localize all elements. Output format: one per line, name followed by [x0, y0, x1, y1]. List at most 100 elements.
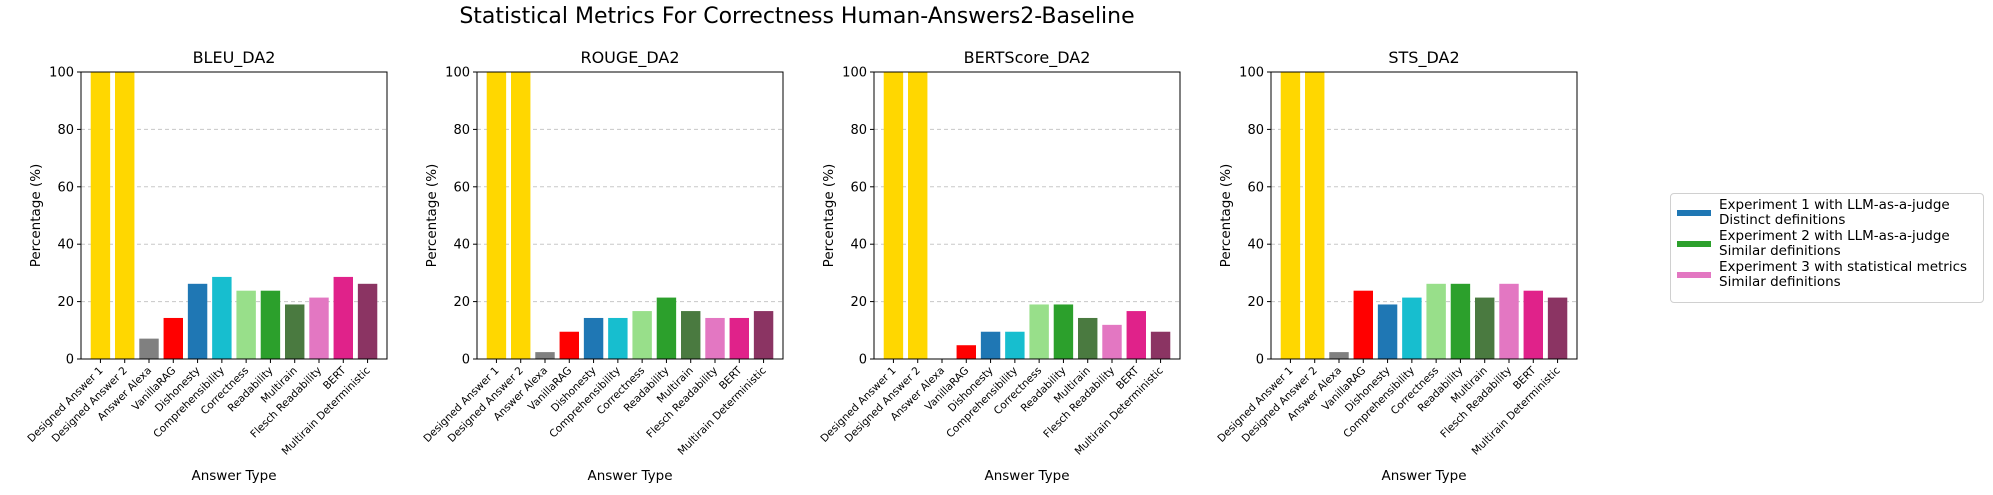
chart-title: BERTScore_DA2 [964, 48, 1091, 68]
bar [1377, 304, 1398, 359]
bar [511, 72, 531, 359]
y-tick-label: 20 [1247, 295, 1264, 310]
legend-swatch [1677, 241, 1711, 247]
bar [486, 72, 507, 359]
y-tick-label: 80 [850, 123, 867, 138]
bar [535, 352, 555, 359]
y-axis-label: Percentage (%) [1218, 164, 1234, 268]
bar [1475, 297, 1495, 359]
y-tick-label: 20 [850, 295, 867, 310]
legend-item-experiment-3: Experiment 3 with statistical metrics Si… [1677, 260, 1977, 290]
bar [163, 317, 183, 359]
axes-frame [873, 71, 1181, 360]
bar [285, 304, 305, 359]
bar [956, 345, 976, 359]
bar [1499, 283, 1519, 359]
y-tick-label: 100 [49, 66, 74, 81]
bar [1305, 72, 1325, 359]
legend-swatch [1677, 272, 1711, 278]
y-tick-label: 100 [1239, 66, 1264, 81]
bar [705, 317, 725, 359]
bar [883, 72, 904, 359]
chart-title: STS_DA2 [1388, 48, 1459, 68]
bar [1329, 352, 1349, 359]
bar [908, 72, 928, 359]
bar [90, 72, 111, 359]
y-tick-label: 80 [1247, 123, 1264, 138]
bar [260, 290, 281, 359]
bar [1547, 297, 1568, 359]
y-tick-label: 40 [453, 238, 470, 253]
x-axis-label: Answer Type [984, 468, 1069, 484]
y-tick-label: 100 [445, 66, 470, 81]
y-tick-label: 60 [57, 180, 74, 195]
legend: Experiment 1 with LLM-as-a-judge Distinc… [1670, 193, 1984, 303]
y-tick-label: 80 [453, 123, 470, 138]
bar [1029, 304, 1049, 359]
bar [139, 338, 159, 359]
bar [1426, 283, 1446, 359]
y-tick-label: 20 [453, 295, 470, 310]
y-tick-label: 40 [1247, 238, 1264, 253]
figure-title: Statistical Metrics For Correctness Huma… [459, 4, 1135, 29]
y-axis-label: Percentage (%) [28, 164, 44, 268]
bar [559, 331, 579, 359]
bar [1150, 331, 1171, 359]
bar [236, 290, 256, 359]
bar [1078, 317, 1098, 359]
y-tick-label: 0 [462, 353, 470, 368]
bar [357, 283, 378, 359]
bar [980, 331, 1001, 359]
bar [333, 276, 353, 359]
bar [115, 72, 135, 359]
axes-frame [1270, 71, 1578, 360]
bar [753, 311, 774, 359]
chart-title: ROUGE_DA2 [580, 48, 679, 68]
x-axis-label: Answer Type [191, 468, 276, 484]
bar [1450, 283, 1471, 359]
axes-frame [80, 71, 388, 360]
bar [729, 317, 749, 359]
bar [187, 283, 208, 359]
chart-title: BLEU_DA2 [193, 48, 276, 68]
y-tick-label: 100 [842, 66, 867, 81]
y-tick-label: 60 [453, 180, 470, 195]
legend-label: Experiment 1 with LLM-as-a-judge Distinc… [1719, 197, 1950, 228]
bar [309, 297, 329, 359]
y-tick-label: 0 [859, 353, 867, 368]
bar [1102, 324, 1122, 359]
bar [632, 311, 652, 359]
y-tick-label: 40 [850, 238, 867, 253]
bar [1353, 290, 1373, 359]
legend-item-experiment-2: Experiment 2 with LLM-as-a-judge Similar… [1677, 229, 1977, 259]
legend-swatch [1677, 210, 1711, 216]
y-tick-label: 60 [850, 180, 867, 195]
y-tick-label: 0 [1256, 353, 1264, 368]
legend-item-experiment-1: Experiment 1 with LLM-as-a-judge Distinc… [1677, 198, 1977, 228]
bar [608, 317, 628, 359]
x-axis-label: Answer Type [587, 468, 672, 484]
bar [1005, 331, 1025, 359]
bar [1402, 297, 1422, 359]
bar [212, 276, 232, 359]
y-tick-label: 20 [57, 295, 74, 310]
y-axis-label: Percentage (%) [821, 164, 837, 268]
bar [656, 297, 677, 359]
y-tick-label: 40 [57, 238, 74, 253]
y-tick-label: 60 [1247, 180, 1264, 195]
x-axis-label: Answer Type [1381, 468, 1466, 484]
bar [1126, 311, 1146, 359]
y-tick-label: 80 [57, 123, 74, 138]
bar [1053, 304, 1074, 359]
bar [681, 311, 701, 359]
bar [583, 317, 604, 359]
y-tick-label: 0 [66, 353, 74, 368]
axes-frame [476, 71, 784, 360]
y-axis-label: Percentage (%) [424, 164, 440, 268]
